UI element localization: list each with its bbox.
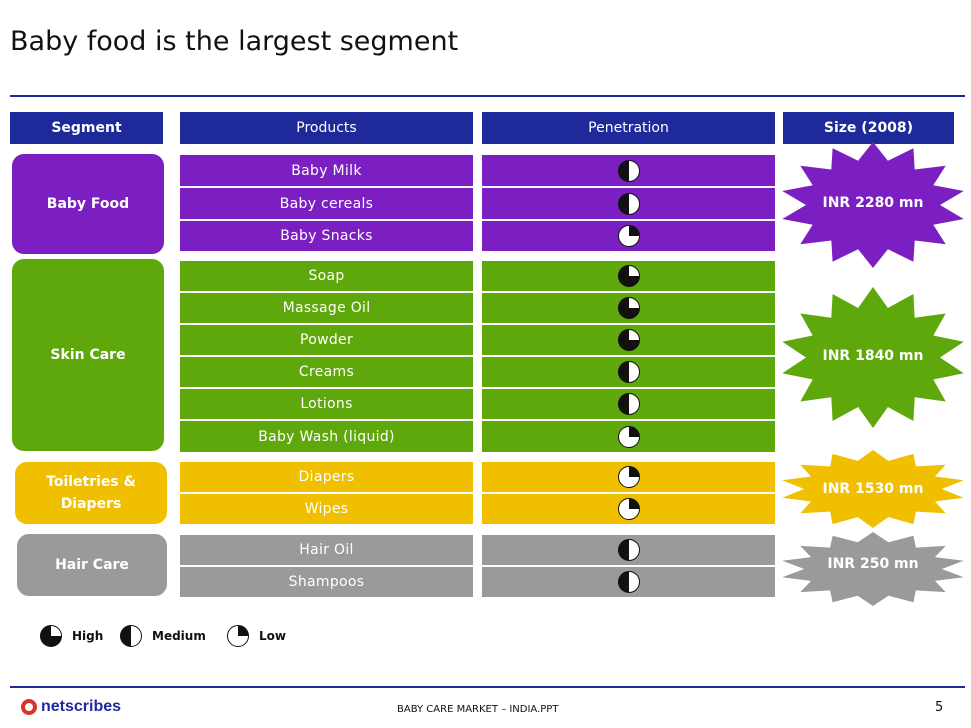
- penetration-cell: [482, 389, 775, 419]
- medium-penetration-icon: [617, 571, 640, 593]
- product-soap: Soap: [180, 261, 473, 291]
- product-hair-oil: Hair Oil: [180, 535, 473, 565]
- medium-penetration-icon: [617, 192, 640, 215]
- penetration-cell: [482, 567, 775, 597]
- product-lotions: Lotions: [180, 389, 473, 419]
- legend-low-label: Low: [259, 629, 286, 643]
- product-powder: Powder: [180, 325, 473, 355]
- medium-penetration-icon: [617, 393, 640, 415]
- penetration-cell: [482, 261, 775, 291]
- low-penetration-icon: [617, 425, 640, 448]
- segment-skin-care: Skin Care: [12, 259, 164, 451]
- medium-penetration-icon: [617, 539, 640, 561]
- penetration-cell: [482, 155, 775, 186]
- product-shampoos: Shampoos: [180, 567, 473, 597]
- page-title: Baby food is the largest segment: [10, 26, 459, 57]
- product-baby-snacks: Baby Snacks: [180, 221, 473, 251]
- product-diapers: Diapers: [180, 462, 473, 492]
- title-divider: [10, 95, 965, 97]
- size-value-hair-care: INR 250 mn: [827, 556, 919, 572]
- header-segment: Segment: [10, 112, 163, 144]
- penetration-cell: [482, 535, 775, 565]
- medium-penetration-icon: [617, 159, 640, 182]
- legend-medium-label: Medium: [152, 629, 206, 643]
- legend-medium: Medium: [120, 625, 206, 647]
- product-creams: Creams: [180, 357, 473, 387]
- size-value-baby-food: INR 2280 mn: [822, 195, 924, 211]
- penetration-cell: [482, 421, 775, 452]
- high-penetration-icon: [617, 265, 640, 287]
- low-penetration-icon: [617, 225, 640, 247]
- medium-penetration-icon: [617, 361, 640, 383]
- header-size: Size (2008): [783, 112, 954, 144]
- penetration-cell: [482, 357, 775, 387]
- low-penetration-icon: [617, 498, 640, 520]
- size-burst-hair-care: [782, 532, 964, 606]
- product-baby-cereals: Baby cereals: [180, 188, 473, 219]
- segment-hair-care: Hair Care: [17, 534, 167, 596]
- penetration-cell: [482, 462, 775, 492]
- product-massage-oil: Massage Oil: [180, 293, 473, 323]
- size-burst-toiletries: [782, 450, 964, 528]
- netscribes-logo: netscribes: [20, 698, 121, 716]
- netscribes-logo-text: netscribes: [41, 698, 122, 715]
- product-baby-wash: Baby Wash (liquid): [180, 421, 473, 452]
- header-products: Products: [180, 112, 473, 144]
- legend-high-label: High: [72, 629, 104, 643]
- header-penetration: Penetration: [482, 112, 775, 144]
- penetration-cell: [482, 293, 775, 323]
- footer-divider: [10, 686, 965, 688]
- page-number: 5: [935, 700, 944, 715]
- penetration-cell: [482, 325, 775, 355]
- high-penetration-icon: [617, 297, 640, 319]
- netscribes-logo-icon: [21, 699, 37, 715]
- size-value-skin-care: INR 1840 mn: [822, 348, 924, 364]
- footer-file-name: BABY CARE MARKET – INDIA.PPT: [397, 704, 559, 715]
- low-penetration-icon: [227, 625, 249, 647]
- legend-low: Low: [227, 625, 286, 647]
- product-wipes: Wipes: [180, 494, 473, 524]
- high-penetration-icon: [617, 329, 640, 351]
- size-value-toiletries: INR 1530 mn: [822, 481, 924, 497]
- segment-toiletries-diapers: Toiletries & Diapers: [15, 462, 167, 524]
- medium-penetration-icon: [120, 625, 142, 647]
- low-penetration-icon: [617, 466, 640, 488]
- penetration-cell: [482, 221, 775, 251]
- penetration-cell: [482, 494, 775, 524]
- size-burst-skin-care: [782, 287, 964, 428]
- product-baby-milk: Baby Milk: [180, 155, 473, 186]
- segment-baby-food: Baby Food: [12, 154, 164, 254]
- size-burst-baby-food: [782, 142, 964, 268]
- high-penetration-icon: [40, 625, 62, 647]
- penetration-cell: [482, 188, 775, 219]
- legend-high: High: [40, 625, 103, 647]
